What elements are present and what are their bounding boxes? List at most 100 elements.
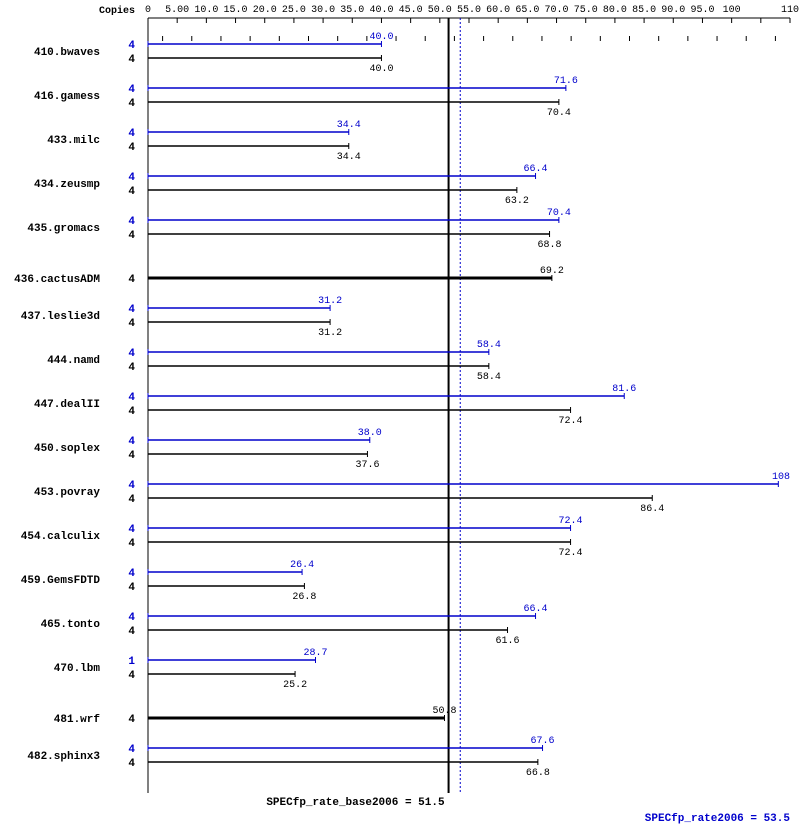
peak-copies: 4: [128, 348, 135, 360]
peak-value: 31.2: [318, 296, 342, 307]
peak-copies: 4: [128, 480, 135, 492]
base-value: 66.8: [526, 768, 550, 779]
peak-value: 66.4: [524, 604, 548, 615]
base-value: 63.2: [505, 196, 529, 207]
base-value: 31.2: [318, 328, 342, 339]
axis-label: 70.0: [545, 5, 569, 16]
peak-value: 34.4: [337, 120, 361, 131]
benchmark-name: 437.leslie3d: [21, 311, 100, 323]
axis-label: 0: [145, 5, 151, 16]
base-copies: 4: [128, 230, 135, 242]
peak-value: 70.4: [547, 208, 571, 219]
base-copies: 4: [128, 406, 135, 418]
base-summary: SPECfp_rate_base2006 = 51.5: [266, 797, 445, 809]
axis-label: 30.0: [311, 5, 335, 16]
base-copies: 4: [128, 362, 135, 374]
axis-label: 5.00: [165, 5, 189, 16]
axis-label: 80.0: [603, 5, 627, 16]
base-value: 61.6: [496, 636, 520, 647]
benchmark-name: 447.dealII: [34, 399, 100, 411]
axis-label: 95.0: [690, 5, 714, 16]
peak-summary: SPECfp_rate2006 = 53.5: [645, 813, 791, 825]
benchmark-name: 436.cactusADM: [14, 274, 100, 286]
axis-label: 10.0: [194, 5, 218, 16]
peak-copies: 1: [128, 656, 135, 668]
base-copies: 4: [128, 318, 135, 330]
base-value: 34.4: [337, 152, 361, 163]
peak-copies: 4: [128, 744, 135, 756]
axis-label: 65.0: [515, 5, 539, 16]
benchmark-name: 410.bwaves: [34, 47, 100, 59]
axis-label: 50.0: [428, 5, 452, 16]
peak-value: 38.0: [358, 428, 382, 439]
axis-label: 45.0: [399, 5, 423, 16]
benchmark-name: 465.tonto: [41, 619, 101, 631]
peak-value: 26.4: [290, 560, 314, 571]
axis-label: 110: [781, 5, 799, 16]
copies-header: Copies: [99, 5, 135, 17]
base-copies: 4: [128, 670, 135, 682]
peak-value: 72.4: [559, 516, 583, 527]
base-value: 26.8: [292, 592, 316, 603]
base-copies: 4: [128, 758, 135, 770]
base-value: 72.4: [559, 416, 583, 427]
base-copies: 4: [128, 714, 135, 726]
base-copies: 4: [128, 626, 135, 638]
peak-value: 66.4: [524, 164, 548, 175]
peak-value: 28.7: [303, 648, 327, 659]
base-copies: 4: [128, 142, 135, 154]
base-value: 72.4: [559, 548, 583, 559]
benchmark-name: 444.namd: [47, 355, 100, 367]
axis-label: 40.0: [369, 5, 393, 16]
axis-label: 35.0: [340, 5, 364, 16]
base-copies: 4: [128, 54, 135, 66]
axis-label: 15.0: [224, 5, 248, 16]
peak-copies: 4: [128, 392, 135, 404]
peak-value: 40.0: [369, 32, 393, 43]
spec-rate-chart: Copies05.0010.015.020.025.030.035.040.04…: [0, 0, 799, 831]
peak-copies: 4: [128, 612, 135, 624]
axis-label: 60.0: [486, 5, 510, 16]
peak-value: 108: [772, 472, 790, 483]
peak-copies: 4: [128, 40, 135, 52]
base-value: 37.6: [355, 460, 379, 471]
benchmark-name: 481.wrf: [54, 714, 101, 726]
base-copies: 4: [128, 494, 135, 506]
peak-copies: 4: [128, 568, 135, 580]
peak-copies: 4: [128, 172, 135, 184]
benchmark-name: 459.GemsFDTD: [21, 575, 101, 587]
peak-value: 71.6: [554, 76, 578, 87]
benchmark-name: 470.lbm: [54, 663, 101, 675]
base-value: 50.8: [432, 706, 456, 717]
peak-value: 58.4: [477, 340, 501, 351]
base-value: 40.0: [369, 64, 393, 75]
axis-label: 90.0: [661, 5, 685, 16]
base-value: 69.2: [540, 266, 564, 277]
base-value: 70.4: [547, 108, 571, 119]
peak-value: 81.6: [612, 384, 636, 395]
benchmark-name: 433.milc: [47, 135, 100, 147]
peak-copies: 4: [128, 304, 135, 316]
base-copies: 4: [128, 98, 135, 110]
benchmark-name: 416.gamess: [34, 91, 100, 103]
benchmark-name: 434.zeusmp: [34, 179, 100, 191]
base-copies: 4: [128, 274, 135, 286]
axis-label: 75.0: [574, 5, 598, 16]
base-value: 68.8: [538, 240, 562, 251]
peak-copies: 4: [128, 84, 135, 96]
peak-copies: 4: [128, 436, 135, 448]
benchmark-name: 453.povray: [34, 487, 100, 499]
benchmark-name: 482.sphinx3: [27, 751, 100, 763]
peak-value: 67.6: [531, 736, 555, 747]
base-value: 25.2: [283, 680, 307, 691]
axis-label: 85.0: [632, 5, 656, 16]
axis-label: 100: [723, 5, 741, 16]
peak-copies: 4: [128, 216, 135, 228]
peak-copies: 4: [128, 524, 135, 536]
axis-label: 55.0: [457, 5, 481, 16]
peak-copies: 4: [128, 128, 135, 140]
base-copies: 4: [128, 186, 135, 198]
base-value: 58.4: [477, 372, 501, 383]
base-copies: 4: [128, 538, 135, 550]
axis-label: 25.0: [282, 5, 306, 16]
